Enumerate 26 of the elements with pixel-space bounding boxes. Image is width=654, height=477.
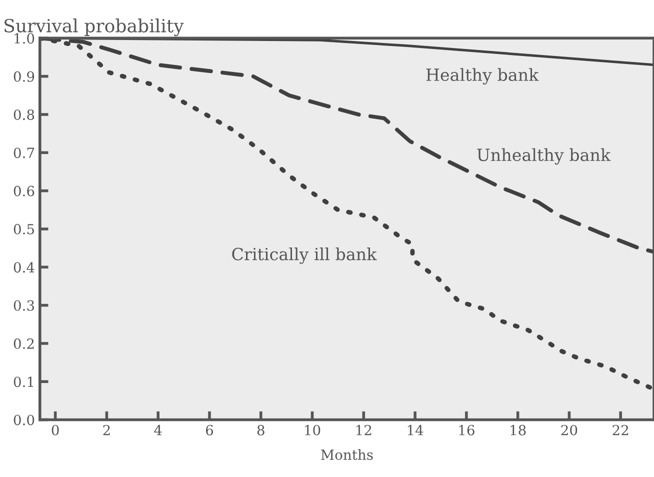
x-tick-label: 10 xyxy=(305,424,320,436)
y-tick-label: 0.4 xyxy=(14,262,34,273)
x-tick-label: 22 xyxy=(612,424,628,436)
x-tick-label: 18 xyxy=(510,424,526,436)
x-tick-label: 4 xyxy=(154,424,162,436)
y-tick-label: 0.2 xyxy=(14,338,34,349)
series-label: Critically ill bank xyxy=(232,247,377,264)
series-label: Unhealthy bank xyxy=(477,148,611,165)
series-label: Healthy bank xyxy=(426,68,539,85)
x-tick-label: 16 xyxy=(459,424,474,436)
x-axis-title: Months xyxy=(321,449,373,460)
y-tick-label: 0.6 xyxy=(14,186,34,196)
y-tick-label: 0.3 xyxy=(14,300,34,311)
y-tick-label: 0.9 xyxy=(14,71,34,82)
y-tick-label: 0.1 xyxy=(14,376,34,388)
x-tick-label: 20 xyxy=(561,424,578,436)
y-tick-label: 0.7 xyxy=(14,148,34,158)
x-tick-label: 0 xyxy=(52,424,59,436)
x-tick-label: 2 xyxy=(103,424,110,436)
x-tick-label: 6 xyxy=(206,424,214,436)
x-tick-label: 12 xyxy=(356,424,372,436)
y-tick-label: 0.0 xyxy=(14,414,34,426)
x-tick-label: 8 xyxy=(257,424,264,436)
y-tick-label: 0.5 xyxy=(14,224,34,234)
y-tick-label: 0.8 xyxy=(14,109,34,120)
x-tick-label: 14 xyxy=(408,424,424,436)
